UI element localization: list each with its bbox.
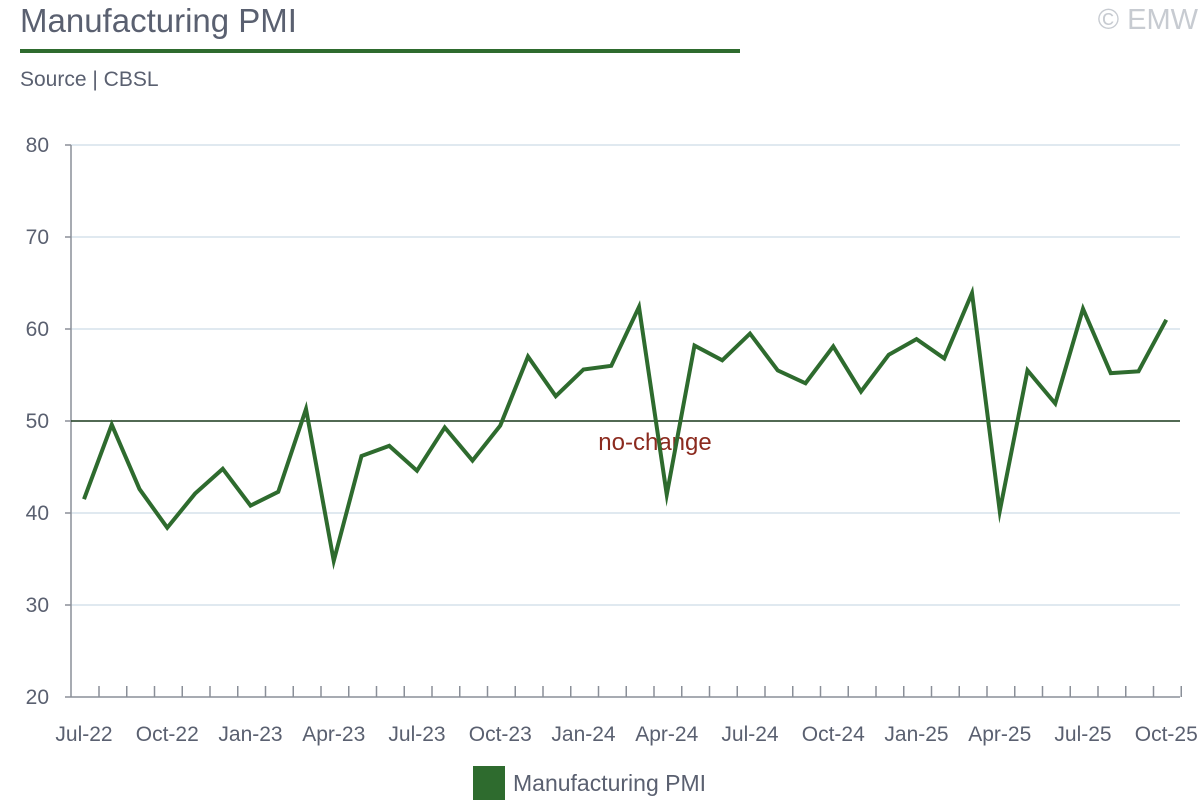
data-point-Jan-25 [915, 337, 919, 341]
data-point-Aug-23 [443, 425, 447, 429]
legend-label: Manufacturing PMI [513, 769, 707, 796]
x-tick-label-Jan-24: Jan-24 [551, 723, 616, 746]
data-point-Jun-23 [387, 444, 391, 448]
data-point-Apr-24 [665, 493, 669, 497]
data-point-May-24 [693, 344, 697, 348]
reference-line-label: no-change [598, 429, 711, 456]
x-tick-label-Apr-23: Apr-23 [302, 723, 365, 746]
data-point-Jun-24 [720, 358, 724, 362]
data-point-May-23 [360, 454, 364, 458]
chart-title: Manufacturing PMI [20, 2, 297, 39]
source-text: Source | CBSL [20, 68, 159, 91]
x-tick-label-Oct-22: Oct-22 [136, 723, 199, 746]
data-point-Jan-23 [249, 504, 253, 508]
reference-line-group: no-change [71, 420, 1180, 456]
y-tick-label-60: 60 [26, 318, 49, 341]
data-point-Apr-25 [998, 509, 1002, 513]
x-tick-label-Oct-25: Oct-25 [1135, 723, 1198, 746]
data-point-Sep-23 [471, 459, 475, 463]
data-point-Nov-23 [526, 355, 530, 359]
data-point-Apr-23 [332, 559, 336, 563]
x-tick-label-Jul-22: Jul-22 [55, 723, 112, 746]
data-point-Mar-23 [304, 407, 308, 411]
data-point-Feb-24 [609, 364, 613, 368]
data-point-Oct-25 [1164, 318, 1168, 322]
data-point-Dec-24 [887, 353, 891, 357]
data-point-Jul-23 [415, 469, 419, 473]
data-point-Jan-24 [582, 367, 586, 371]
data-point-Mar-24 [637, 305, 641, 309]
y-tick-label-30: 30 [26, 594, 49, 617]
x-tick-label-Jul-25: Jul-25 [1054, 723, 1111, 746]
y-tick-label-80: 80 [26, 134, 49, 157]
data-point-Aug-25 [1109, 371, 1113, 375]
data-point-Jul-24 [748, 332, 752, 336]
grid-lines [71, 144, 1180, 606]
data-point-Aug-24 [776, 368, 780, 372]
x-tick-label-Jul-24: Jul-24 [721, 723, 779, 746]
y-tick-label-50: 50 [26, 410, 49, 433]
data-point-Feb-25 [942, 356, 946, 360]
data-point-Mar-25 [970, 291, 974, 295]
x-tick-label-Oct-23: Oct-23 [469, 723, 532, 746]
data-point-Jul-22 [82, 497, 86, 501]
data-point-Feb-23 [276, 490, 280, 494]
x-tick-label-Jan-23: Jan-23 [218, 723, 282, 746]
series-line-manufacturing-pmi [82, 285, 1169, 571]
copyright-text: © EMW [1097, 4, 1198, 36]
data-point-May-25 [1026, 368, 1030, 372]
x-axis: Jul-22 Oct-22 Jan-23 Apr-23 Jul-23 Oct-23 Jan-… [55, 686, 1198, 746]
y-tick-label-20: 20 [26, 686, 49, 709]
x-tick-label-Jan-25: Jan-25 [884, 723, 948, 746]
data-point-Sep-22 [138, 487, 142, 491]
data-point-Sep-24 [804, 381, 808, 385]
data-point-Sep-25 [1137, 369, 1141, 373]
data-point-Dec-23 [554, 394, 558, 398]
title-underline [20, 49, 740, 53]
x-tick-label-Apr-24: Apr-24 [635, 723, 698, 746]
x-tick-label-Jul-23: Jul-23 [388, 723, 445, 746]
y-axis: 20 30 40 50 60 70 80 [26, 134, 72, 709]
data-point-Oct-23 [498, 424, 502, 428]
series-group [82, 285, 1169, 571]
data-point-Dec-22 [221, 467, 225, 471]
legend: Manufacturing PMI [473, 766, 706, 800]
x-tick-label-Oct-24: Oct-24 [802, 723, 865, 746]
legend-swatch [473, 766, 505, 800]
data-point-Oct-22 [165, 526, 169, 530]
y-tick-label-70: 70 [26, 226, 49, 249]
data-point-Nov-24 [859, 390, 863, 394]
data-point-Jun-25 [1053, 402, 1057, 406]
data-point-Oct-24 [831, 344, 835, 348]
x-tick-label-Apr-25: Apr-25 [968, 723, 1031, 746]
data-point-Aug-22 [110, 423, 114, 427]
data-point-Jul-25 [1081, 307, 1085, 311]
y-tick-label-40: 40 [26, 502, 49, 525]
data-point-Nov-22 [193, 492, 197, 496]
